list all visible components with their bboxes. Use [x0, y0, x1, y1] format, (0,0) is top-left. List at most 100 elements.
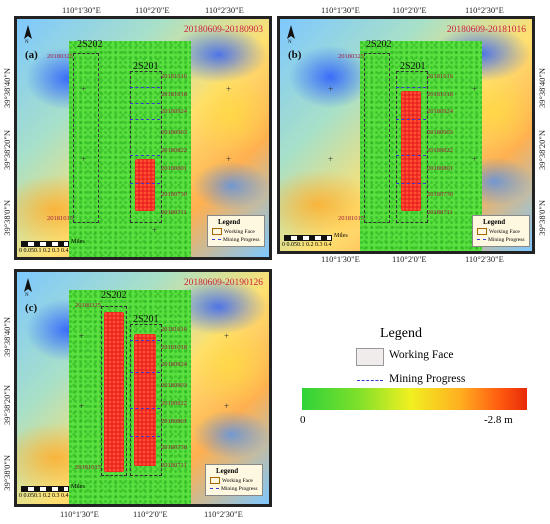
face-label-2s201-c: 2S201: [133, 314, 159, 325]
scale-numbers: 0 0.050.1 0.2 0.3 0.4: [282, 242, 332, 248]
progress-date: 20180325: [47, 53, 73, 60]
subsidence-2s202-c: [104, 312, 124, 472]
progress-date: 20181016: [427, 73, 453, 80]
bottom-lon-label-3: 110°2'30"E: [204, 509, 243, 519]
inset-legend-title: Legend: [216, 467, 239, 475]
mining-progress-line: [130, 103, 160, 104]
progress-date: 20180711: [161, 462, 187, 469]
working-face-2s202-b: [364, 53, 390, 223]
progress-date: 20181018: [161, 344, 187, 351]
right-lat-label-2: 39°38'20"N: [537, 130, 547, 171]
north-arrow-icon: N: [287, 25, 295, 43]
inset-legend-mining-progress: Mining Progress: [210, 486, 258, 492]
working-face-2s202-a: [73, 53, 99, 223]
inset-legend-working-face: Working Face: [212, 228, 255, 235]
top-lon-label-2: 110°2'0"E: [392, 5, 427, 15]
progress-date: 20181016: [161, 326, 187, 333]
panel-letter-c: (c): [25, 302, 38, 314]
north-arrow-icon: N: [24, 278, 32, 296]
progress-date: 20180924: [161, 108, 187, 115]
progress-date: 20180903: [161, 382, 187, 389]
working-face-2s201-a: [130, 71, 162, 223]
face-label-2s202-c: 2S202: [101, 290, 127, 301]
mining-progress-line: [396, 155, 426, 156]
progress-date: 20180801: [161, 418, 187, 425]
svg-text:N: N: [25, 293, 29, 296]
graticule-cross: +: [226, 84, 232, 94]
mining-progress-line: [130, 372, 160, 373]
scale-unit: Miles: [334, 233, 348, 239]
north-arrow-icon: N: [24, 25, 32, 43]
main-legend-mining-progress-line: [357, 380, 383, 381]
main-legend-working-face-label: Working Face: [389, 349, 454, 361]
mining-progress-line: [396, 87, 426, 88]
progress-date: 20180822: [161, 400, 187, 407]
map-frame-c: N (c) 20180609-20190126 2S202 2S201 2018…: [14, 269, 272, 507]
panel-a: 110°1'30"E 110°2'0"E 110°2'30"E 39°38'40…: [0, 0, 275, 265]
svg-text:N: N: [25, 40, 29, 43]
scale-bar: [21, 486, 69, 492]
deformation-colorbar: [302, 388, 527, 410]
progress-date: 20181015: [338, 215, 364, 222]
top-lon-label-1: 110°1'30"E: [321, 5, 360, 15]
scale-bar: [284, 235, 332, 241]
right-lat-label-3: 39°38'0"N: [537, 200, 547, 236]
mining-progress-line: [130, 119, 160, 120]
progress-date: 20180903: [161, 129, 187, 136]
graticule-cross: +: [328, 154, 334, 164]
progress-date: 20180325: [338, 53, 364, 60]
graticule-cross: +: [79, 401, 85, 411]
graticule-cross: +: [81, 84, 87, 94]
svg-text:N: N: [288, 40, 292, 43]
progress-date: 20180730: [161, 191, 187, 198]
main-legend-mining-progress-label: Mining Progress: [389, 373, 466, 385]
date-range-a: 20180609-20180903: [183, 25, 263, 35]
scale-unit: Miles: [71, 239, 85, 245]
progress-date: 20180325: [75, 302, 101, 309]
inset-legend-title: Legend: [218, 218, 241, 226]
progress-date: 20180801: [161, 165, 187, 172]
inset-legend-b: Legend Working Face Mining Progress: [472, 215, 530, 247]
scale-bar: [21, 241, 69, 247]
progress-date: 20181018: [161, 91, 187, 98]
progress-date: 20180730: [427, 191, 453, 198]
inset-legend-working-face: Working Face: [210, 477, 253, 484]
left-lat-label-3: 39°38'0"N: [2, 200, 12, 236]
mining-progress-line: [130, 183, 160, 184]
scale-unit: Miles: [71, 484, 85, 490]
graticule-cross: +: [472, 154, 478, 164]
left-lat-label-2: 39°38'20"N: [2, 385, 12, 426]
left-lat-label-3: 39°38'0"N: [2, 455, 12, 491]
bottom-lon-label-2: 110°2'0"E: [392, 254, 427, 264]
panel-b: 110°1'30"E 110°2'0"E 110°2'30"E 39°38'40…: [275, 0, 550, 265]
progress-date: 20181016: [161, 73, 187, 80]
working-face-2s202-c: [101, 306, 127, 476]
graticule-cross: +: [224, 331, 230, 341]
top-lon-label-1: 110°1'30"E: [62, 5, 101, 15]
working-face-2s201-b: [396, 71, 428, 223]
subsidence-2s201-a: [135, 159, 155, 211]
scale-numbers: 0 0.050.1 0.2 0.3 0.4: [19, 248, 69, 254]
progress-date: 20180711: [427, 209, 453, 216]
left-lat-label-2: 39°38'20"N: [2, 130, 12, 171]
progress-date: 20181018: [427, 91, 453, 98]
graticule-cross: +: [81, 154, 87, 164]
face-label-2s202-b: 2S202: [366, 39, 392, 50]
face-label-2s201-a: 2S201: [133, 61, 159, 72]
inset-legend-mining-progress: Mining Progress: [477, 237, 525, 243]
date-range-c: 20180609-20190126: [183, 278, 263, 288]
right-lat-label-1: 39°38'40"N: [537, 68, 547, 109]
subsidence-2s201-b: [401, 91, 421, 211]
progress-date: 20180903: [427, 129, 453, 136]
inset-legend-a: Legend Working Face Mining Progress: [207, 215, 265, 247]
mining-progress-line: [130, 436, 160, 437]
graticule-cross: +: [79, 331, 85, 341]
panel-c: 39°38'40"N 39°38'20"N 39°38'0"N 110°1'30…: [0, 265, 275, 524]
date-range-b: 20180609-20181016: [446, 25, 526, 35]
bottom-lon-label-2: 110°2'0"E: [133, 509, 168, 519]
map-frame-a: N (a) 20180609-20180903 2S202 2S201 2018…: [14, 16, 272, 260]
left-lat-label-1: 39°38'40"N: [2, 317, 12, 358]
progress-date: 20180711: [161, 209, 187, 216]
progress-date: 20180730: [161, 444, 187, 451]
scale-numbers: 0 0.050.1 0.2 0.3 0.4: [19, 493, 69, 499]
